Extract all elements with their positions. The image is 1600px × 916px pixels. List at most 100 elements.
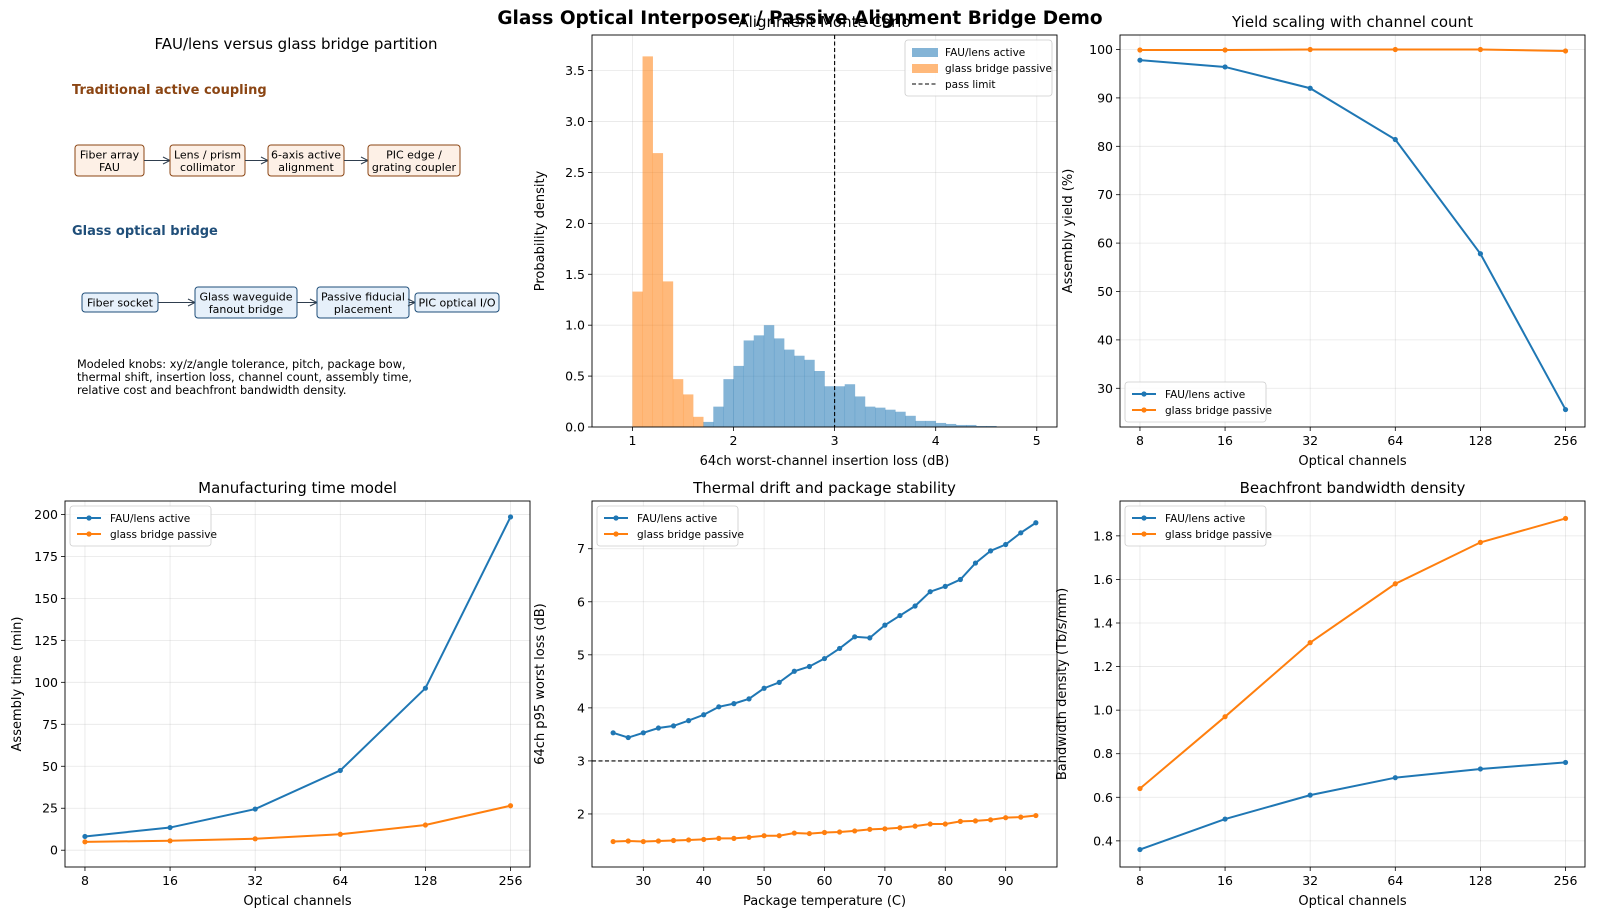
legend: FAU/lens active glass bridge passive pass … [904, 39, 1053, 97]
y-tick-label: 0.4 [1093, 833, 1113, 848]
line-series [1137, 46, 1569, 54]
x-axis-label: 64ch worst-channel insertion loss (dB) [700, 454, 950, 469]
histogram-bar [844, 384, 856, 427]
plot-frame [1119, 500, 1586, 868]
legend-label: glass bridge passive [1165, 529, 1272, 541]
flow-box-label: FAU [99, 161, 120, 174]
x-tick-label: 256 [499, 873, 523, 888]
chart-title: Yield scaling with channel count [1231, 13, 1473, 31]
histogram-bar [925, 420, 936, 427]
data-point [1477, 251, 1484, 257]
legend-frame [1124, 505, 1267, 547]
y-tick-label: 5 [577, 647, 585, 662]
flow-box-label: Fiber socket [87, 297, 154, 310]
data-point [701, 836, 707, 843]
legend-marker [1141, 391, 1147, 397]
data-point [897, 825, 903, 831]
histogram-bar [976, 425, 987, 427]
legend-label: glass bridge passive [110, 529, 217, 541]
histogram-bar [733, 365, 744, 427]
data-point [927, 821, 933, 827]
data-point [1003, 541, 1009, 548]
data-point [731, 701, 737, 707]
data-point [867, 635, 873, 641]
data-point [791, 668, 797, 674]
y-tick-label: 1.0 [1093, 703, 1113, 718]
histogram-bar [693, 416, 704, 427]
y-tick-label: 100 [34, 675, 58, 690]
y-tick-label: 0.8 [1093, 746, 1113, 761]
flow-box-label: PIC edge / [386, 148, 442, 161]
data-point [1307, 46, 1313, 53]
x-tick-label: 40 [696, 873, 712, 888]
x-tick-label: 2 [730, 433, 738, 448]
line-series [82, 803, 514, 845]
legend-frame [904, 39, 1053, 97]
x-tick-label: 128 [413, 873, 437, 888]
data-point [942, 583, 948, 590]
y-tick-label: 2 [577, 806, 585, 821]
data-point [821, 829, 828, 836]
x-axis-label: Optical channels [1298, 894, 1406, 909]
y-tick-label: 1.5 [565, 267, 585, 282]
histogram-bar [834, 386, 846, 427]
histogram-bar [935, 422, 947, 427]
data-point [852, 828, 858, 834]
flow-box-label: collimator [180, 161, 235, 174]
y-tick-label: 3.5 [565, 63, 585, 78]
y-tick-label: 175 [34, 549, 58, 564]
histogram-bar [773, 338, 785, 427]
histogram-bar [905, 415, 916, 427]
flow-box-label: Lens / prism [174, 148, 241, 161]
data-point [1003, 815, 1009, 821]
flow-box: PIC optical I/O [414, 292, 500, 313]
data-point [806, 830, 813, 837]
thermal-drift-chart: Thermal drift and package stability Packa… [533, 479, 1058, 909]
legend-swatch [912, 48, 938, 57]
data-point [912, 823, 918, 829]
data-point [670, 837, 677, 844]
data-point [1477, 46, 1484, 53]
data-point [640, 730, 646, 736]
data-point [927, 589, 933, 595]
plot-frame [591, 500, 1058, 868]
legend-label: FAU/lens active [1165, 513, 1245, 525]
knobs-line: Modeled knobs: xy/z/angle tolerance, pit… [77, 358, 406, 371]
data-point [1307, 792, 1313, 798]
histogram-bar [895, 411, 906, 427]
data-point [1307, 640, 1313, 646]
x-tick-label: 16 [162, 873, 178, 888]
y-tick-label: 3 [577, 753, 585, 768]
figure-title: Glass Optical Interposer / Passive Align… [497, 8, 1102, 29]
data-point [1137, 785, 1143, 792]
y-tick-label: 50 [1097, 284, 1113, 299]
histogram-bar [864, 406, 876, 427]
legend-swatch [912, 64, 938, 73]
data-point [972, 818, 979, 824]
manufacturing-time-chart: Manufacturing time model Optical channels… [10, 479, 531, 909]
flow-box-label: PIC optical I/O [418, 297, 495, 310]
histogram-bar [743, 340, 755, 427]
legend-label: FAU/lens active [110, 513, 190, 525]
series-line [1139, 59, 1567, 411]
data-point [1033, 812, 1039, 819]
data-point [882, 622, 888, 628]
legend-label: glass bridge passive [945, 63, 1052, 75]
chart-title: Thermal drift and package stability [692, 479, 956, 497]
data-point [1562, 48, 1569, 54]
data-point [836, 645, 843, 652]
x-tick-label: 64 [1387, 873, 1403, 888]
data-point [252, 806, 258, 812]
data-point [82, 839, 88, 845]
legend-marker [1141, 515, 1147, 521]
flow-box-label: fanout bridge [209, 303, 284, 316]
histogram-bar [703, 421, 714, 427]
data-point [1562, 406, 1569, 413]
modeled-knobs-note: Modeled knobs: xy/z/angle tolerance, pit… [77, 358, 412, 397]
data-point [422, 822, 429, 828]
data-point [716, 835, 722, 841]
histogram-bar [652, 153, 664, 428]
